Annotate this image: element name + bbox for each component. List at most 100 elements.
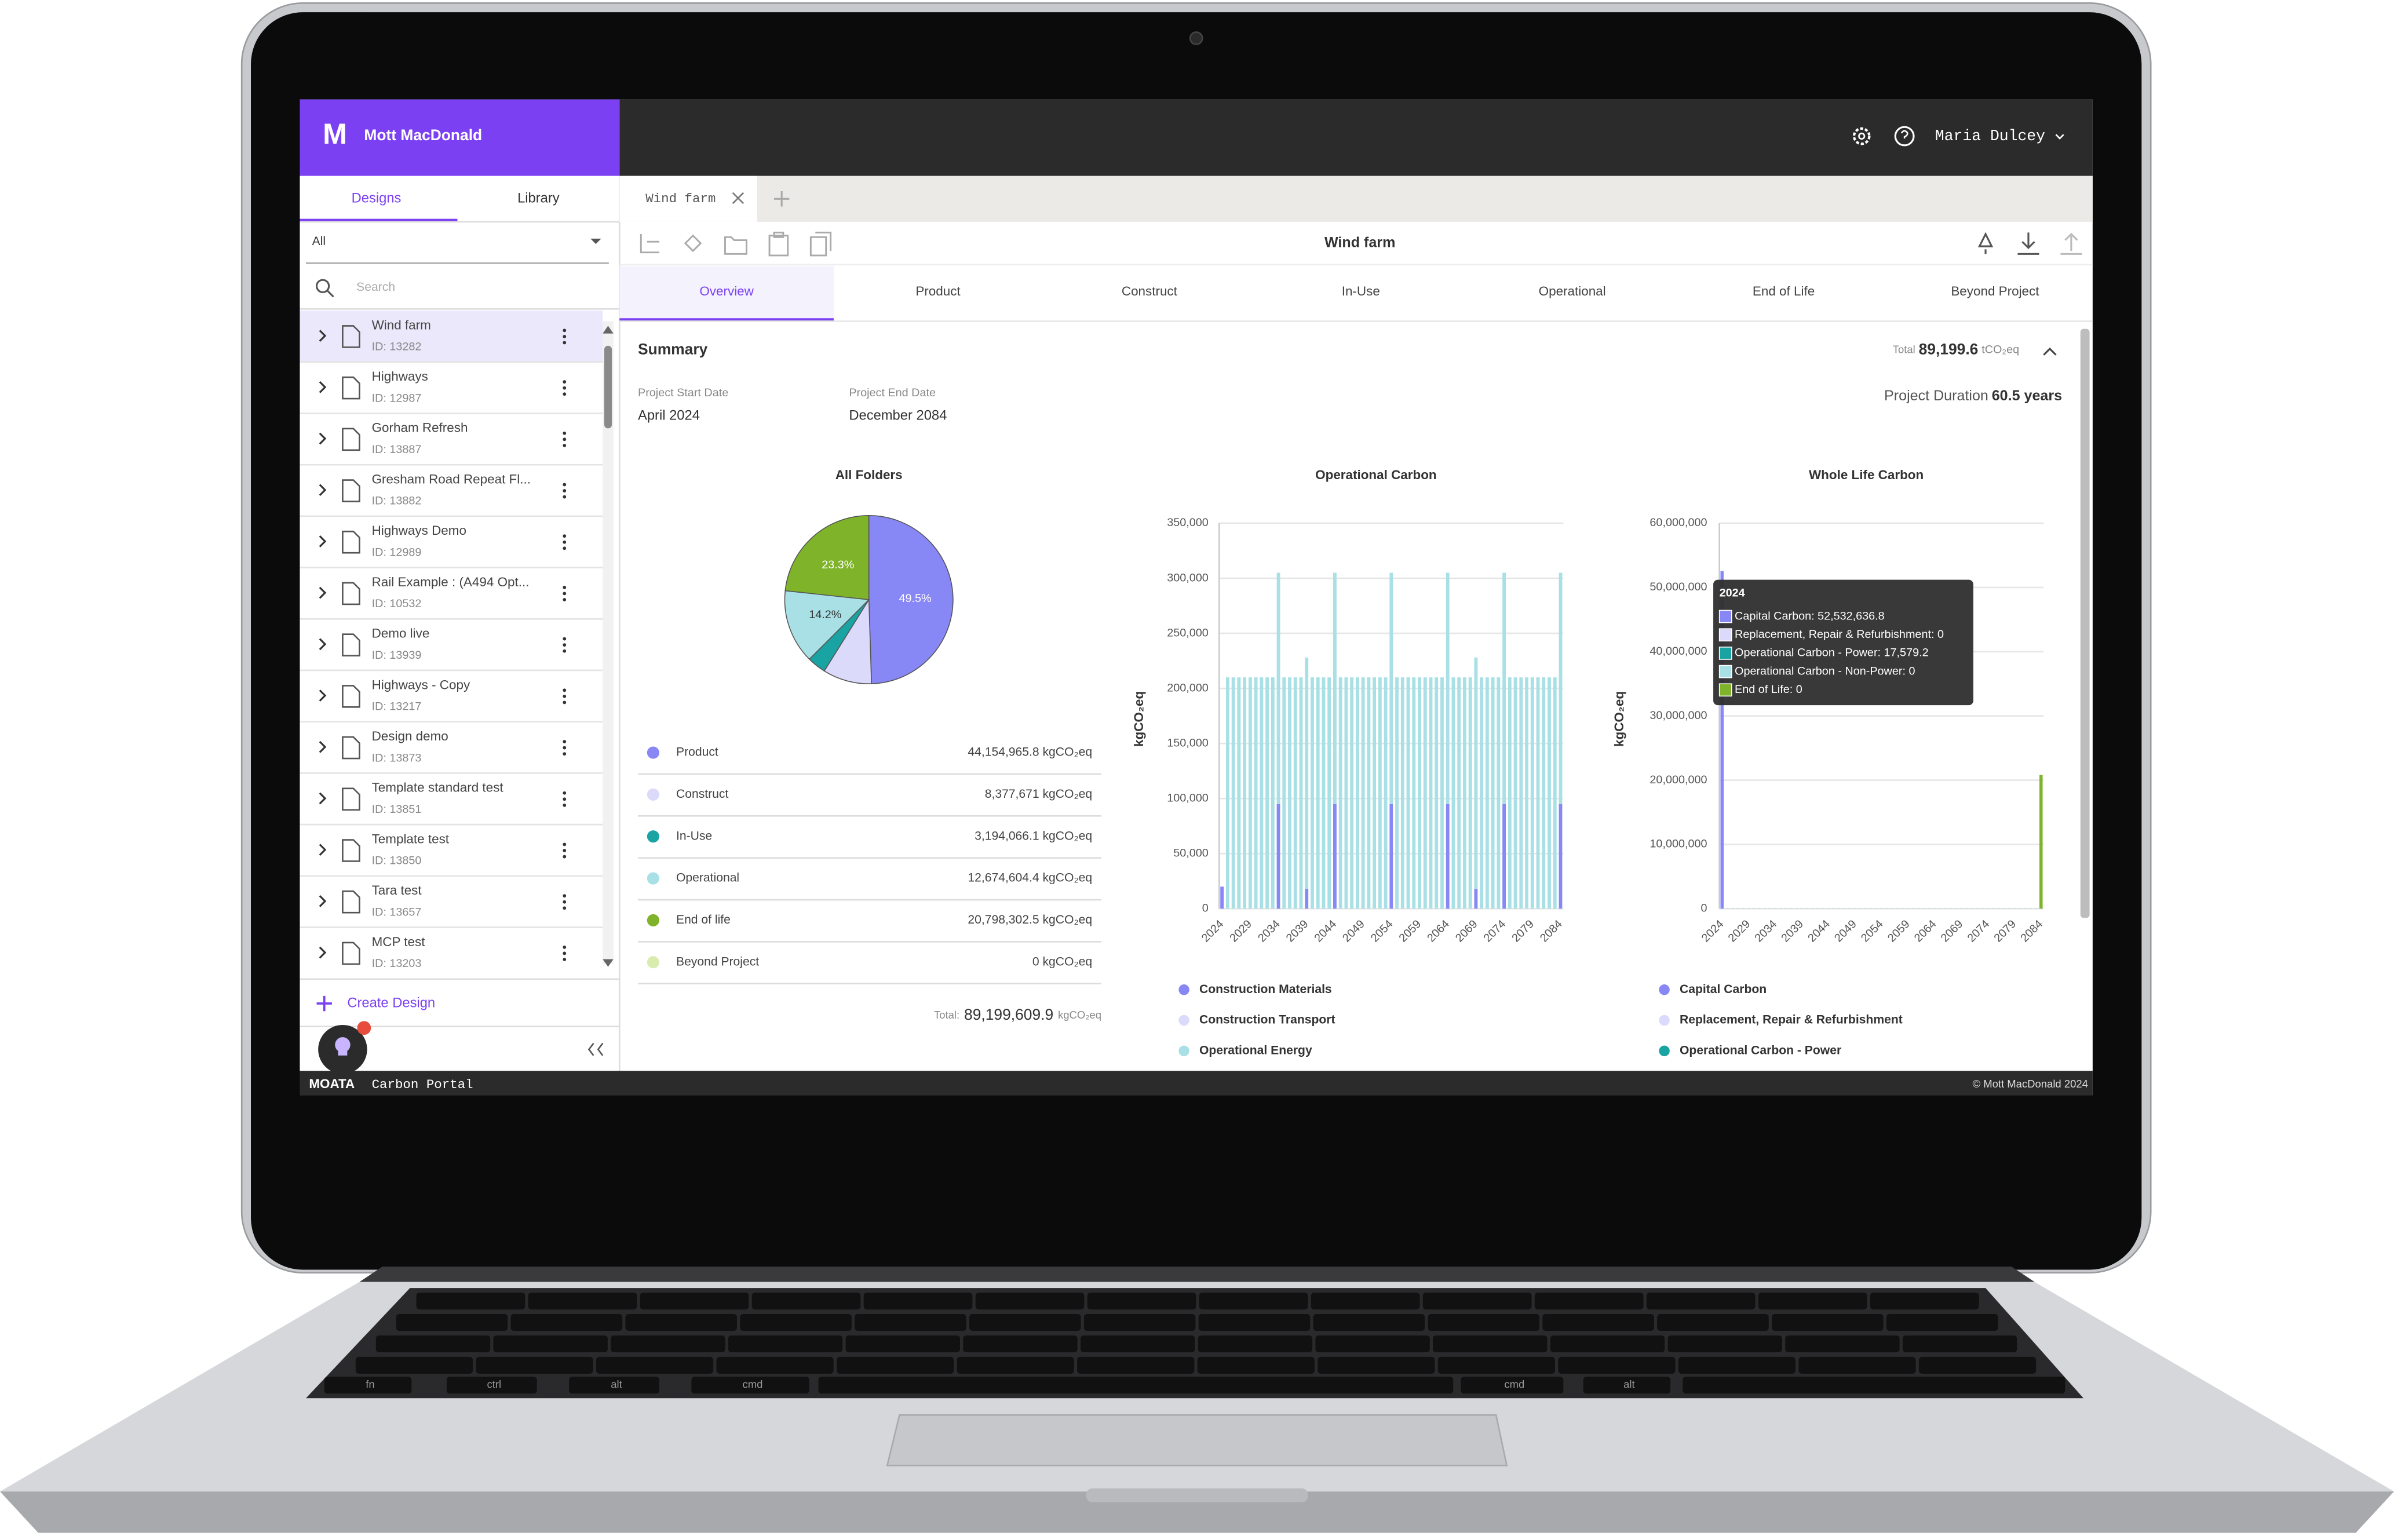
expand-chevron[interactable] (319, 844, 327, 856)
design-name[interactable]: Wind farm (372, 318, 431, 332)
design-item[interactable]: Tara test ID: 13657 (300, 883, 603, 928)
design-item[interactable]: Design demo ID: 13873 (300, 729, 603, 774)
kebab-dot[interactable] (563, 546, 567, 550)
kebab-dot[interactable] (563, 906, 567, 910)
design-item[interactable]: Template test ID: 13850 (300, 831, 603, 877)
kebab-dot[interactable] (563, 700, 567, 705)
filter-select[interactable]: All (312, 235, 326, 248)
expand-chevron[interactable] (319, 792, 327, 805)
kebab-dot[interactable] (563, 437, 567, 441)
design-name[interactable]: Gresham Road Repeat Fl... (372, 472, 531, 486)
expand-chevron[interactable] (319, 638, 327, 651)
kebab-dot[interactable] (563, 791, 567, 795)
collapse-icon[interactable] (587, 1042, 604, 1056)
user-menu-caret[interactable] (2055, 134, 2064, 140)
design-name[interactable]: Template standard test (372, 780, 504, 795)
design-item[interactable]: Wind farm ID: 13282 (300, 310, 603, 363)
kebab-dot[interactable] (563, 752, 567, 756)
kebab-dot[interactable] (563, 598, 567, 601)
nav-tab[interactable]: End of Life (1753, 284, 1815, 298)
expand-chevron[interactable] (319, 740, 327, 753)
design-name[interactable]: Design demo (372, 729, 448, 743)
kebab-dot[interactable] (563, 483, 567, 487)
expand-chevron[interactable] (319, 895, 327, 907)
expand-chevron[interactable] (319, 535, 327, 548)
kebab-dot[interactable] (563, 649, 567, 653)
open-tab[interactable] (619, 176, 757, 222)
kebab-dot[interactable] (563, 894, 567, 898)
nav-tab[interactable]: Construct (1122, 284, 1178, 298)
sidebar-tab-active[interactable]: Designs (352, 191, 402, 206)
kebab-dot[interactable] (563, 540, 567, 544)
kebab-dot[interactable] (563, 958, 567, 961)
design-item[interactable]: Demo live ID: 13939 (300, 626, 603, 672)
design-item[interactable]: Gorham Refresh ID: 13887 (300, 421, 603, 466)
design-name[interactable]: Highways Demo (372, 523, 466, 538)
kebab-dot[interactable] (563, 341, 567, 345)
design-name[interactable]: Demo live (372, 626, 430, 641)
design-name[interactable]: Tara test (372, 883, 422, 897)
kebab-dot[interactable] (563, 637, 567, 641)
kebab-dot[interactable] (563, 386, 567, 390)
sidebar-tab[interactable]: Library (517, 191, 560, 206)
kebab-dot[interactable] (563, 592, 567, 596)
design-item[interactable]: Highways - Copy ID: 13217 (300, 677, 603, 723)
expand-chevron[interactable] (319, 432, 327, 445)
design-name[interactable]: Template test (372, 831, 450, 846)
kebab-dot[interactable] (563, 740, 567, 743)
kebab-dot[interactable] (563, 534, 567, 538)
kebab-dot[interactable] (563, 392, 567, 396)
design-name[interactable]: MCP test (372, 935, 426, 949)
kebab-dot[interactable] (563, 945, 567, 949)
expand-chevron[interactable] (319, 484, 327, 497)
design-name[interactable]: Highways - Copy (372, 677, 470, 692)
collapse-summary[interactable] (2043, 347, 2057, 356)
help-icon[interactable] (1894, 126, 1915, 147)
design-item[interactable]: Highways ID: 12987 (300, 369, 603, 414)
filter-caret[interactable] (590, 238, 601, 244)
toolbar-actions[interactable] (1977, 232, 2082, 255)
design-item[interactable]: Template standard test ID: 13851 (300, 780, 603, 826)
design-item[interactable]: Gresham Road Repeat Fl... ID: 13882 (300, 472, 603, 517)
settings-icon[interactable] (1852, 127, 1871, 145)
create-icon[interactable] (316, 995, 332, 1012)
design-item[interactable]: Highways Demo ID: 12989 (300, 523, 603, 568)
nav-tab[interactable]: Overview (699, 284, 754, 298)
create-design[interactable]: Create Design (347, 995, 435, 1010)
close-tab[interactable] (732, 192, 745, 205)
kebab-dot[interactable] (563, 334, 567, 338)
kebab-dot[interactable] (563, 643, 567, 647)
kebab-dot[interactable] (563, 797, 567, 801)
kebab-dot[interactable] (563, 489, 567, 492)
content-scroll-thumb[interactable] (2080, 329, 2090, 918)
open-tab-title[interactable]: Wind farm (645, 191, 716, 206)
kebab-dot[interactable] (563, 849, 567, 852)
kebab-dot[interactable] (563, 380, 567, 384)
kebab-dot[interactable] (563, 585, 567, 589)
kebab-dot[interactable] (563, 855, 567, 859)
kebab-dot[interactable] (563, 842, 567, 846)
kebab-dot[interactable] (563, 694, 567, 698)
kebab-dot[interactable] (563, 803, 567, 807)
nav-tab[interactable]: Beyond Project (1951, 284, 2039, 298)
expand-chevron[interactable] (319, 689, 327, 702)
design-item[interactable]: Rail Example : (A494 Opt... ID: 10532 (300, 575, 603, 620)
kebab-dot[interactable] (563, 329, 567, 333)
kebab-dot[interactable] (563, 951, 567, 955)
expand-chevron[interactable] (319, 381, 327, 393)
toolbar-icons[interactable] (640, 231, 832, 257)
nav-tab[interactable]: Product (915, 284, 961, 298)
kebab-dot[interactable] (563, 443, 567, 447)
kebab-dot[interactable] (563, 900, 567, 904)
new-tab[interactable] (773, 191, 790, 207)
expand-chevron[interactable] (319, 330, 327, 342)
user-name[interactable]: Maria Dulcey (1935, 127, 2045, 145)
nav-tab[interactable]: In-Use (1342, 284, 1380, 298)
design-name[interactable]: Rail Example : (A494 Opt... (372, 575, 530, 589)
kebab-dot[interactable] (563, 431, 567, 435)
search-input[interactable]: Search (356, 280, 395, 294)
kebab-dot[interactable] (563, 495, 567, 499)
expand-chevron[interactable] (319, 586, 327, 599)
expand-chevron[interactable] (319, 946, 327, 959)
design-name[interactable]: Gorham Refresh (372, 421, 468, 435)
